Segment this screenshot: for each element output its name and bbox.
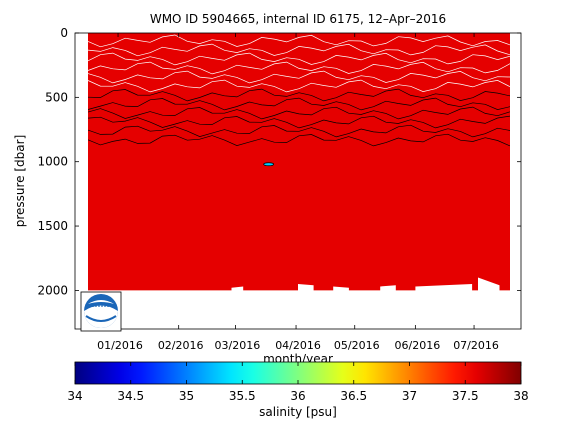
contour-line: [87, 43, 511, 57]
colorbar-ticks: 34 34.5 35 35.5 36 36.5 37 37.5 38: [67, 362, 529, 403]
y-tick-label: 1500: [37, 219, 68, 233]
plot-frame: [74, 32, 522, 330]
x-tick-label: 02/2016: [158, 339, 204, 352]
y-axis-label: pressure [dbar]: [13, 135, 27, 228]
y-tick-label: 500: [45, 90, 68, 104]
no-data-mask: [75, 33, 88, 329]
y-axis: 0 500 1000 1500 2000: [37, 26, 521, 297]
x-tick-label: 04/2016: [275, 339, 321, 352]
y-tick-label: 1000: [37, 155, 68, 169]
colorbar-tick-label: 35: [179, 389, 194, 403]
chart-title: WMO ID 5904665, internal ID 6175, 12–Apr…: [150, 12, 446, 26]
colorbar-tick-label: 37.5: [452, 389, 479, 403]
contour-line: [87, 133, 511, 147]
plot-area: [75, 33, 521, 329]
contour-line: [87, 61, 511, 75]
contour-lines: [87, 34, 511, 167]
x-tick-label: 06/2016: [395, 339, 441, 352]
colorbar-tick-label: 36: [290, 389, 305, 403]
x-tick-label: 05/2016: [334, 339, 380, 352]
colorbar-tick-label: 38: [513, 389, 528, 403]
contour-line: [87, 124, 511, 138]
contour-line: [87, 106, 511, 120]
contour-line: [87, 79, 511, 93]
contour-line: [87, 115, 511, 129]
colorbar-tick-label: 37: [402, 389, 417, 403]
noaa-logo-icon: [80, 291, 122, 332]
contour-line: [87, 52, 511, 66]
x-tick-label: 03/2016: [215, 339, 261, 352]
y-tick-label: 0: [60, 26, 68, 40]
contour-line: [87, 88, 511, 102]
x-tick-label: 01/2016: [97, 339, 143, 352]
colorbar-tick-label: 34.5: [117, 389, 144, 403]
contour-line: [263, 162, 275, 167]
x-tick-label: 07/2016: [453, 339, 499, 352]
colorbar-tick-label: 35.5: [229, 389, 256, 403]
contour-line: [87, 70, 511, 84]
contour-line: [87, 34, 511, 48]
x-axis: 01/2016 02/2016 03/2016 04/2016 05/2016 06/20…: [97, 33, 499, 352]
colorbar-label: salinity [psu]: [259, 405, 337, 419]
y-tick-label: 2000: [37, 283, 68, 297]
colorbar-tick-label: 36.5: [340, 389, 367, 403]
salinity-layer: [88, 33, 510, 291]
colorbar-tick-label: 34: [67, 389, 82, 403]
contour-line: [87, 97, 511, 111]
